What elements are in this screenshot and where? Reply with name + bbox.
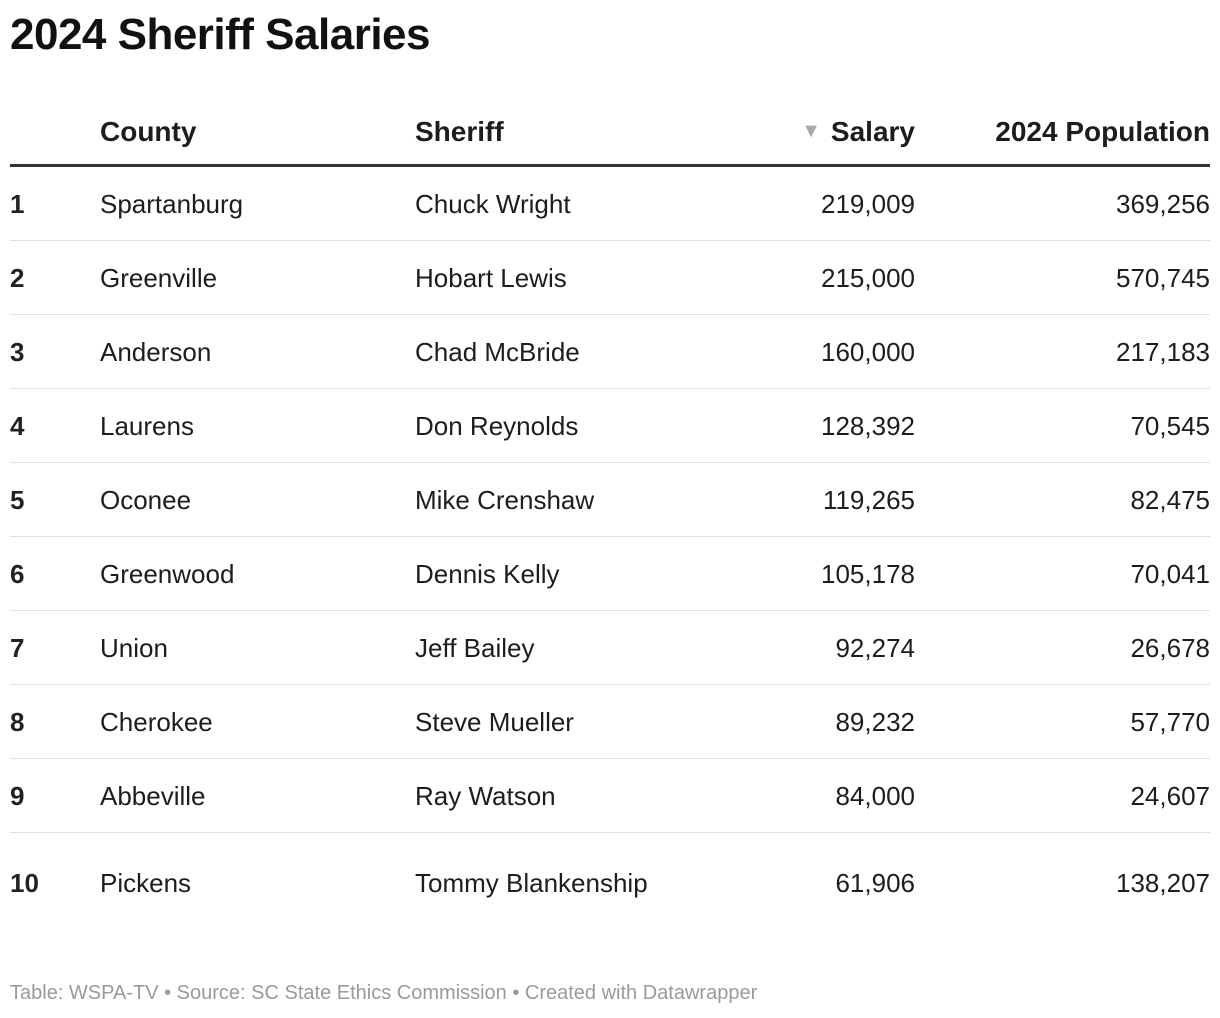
population-cell: 369,256: [915, 165, 1210, 241]
table-row: 9 Abbeville Ray Watson 84,000 24,607: [10, 758, 1210, 833]
header-salary[interactable]: ▼ Salary: [715, 100, 915, 167]
table-row: 2 Greenville Hobart Lewis 215,000 570,745: [10, 240, 1210, 315]
header-rank: [10, 100, 100, 167]
sheriff-cell: Chad McBride: [415, 314, 715, 389]
table-row: 8 Cherokee Steve Mueller 89,232 57,770: [10, 684, 1210, 759]
population-cell: 26,678: [915, 610, 1210, 685]
sheriff-cell: Steve Mueller: [415, 684, 715, 759]
table-row: 10 Pickens Tommy Blankenship 61,906 138,207: [10, 833, 1210, 934]
salary-cell: 84,000: [715, 758, 915, 833]
sheriff-cell: Mike Crenshaw: [415, 462, 715, 537]
population-cell: 217,183: [915, 314, 1210, 389]
header-county[interactable]: County: [100, 100, 415, 167]
county-cell: Spartanburg: [100, 165, 415, 241]
salary-cell: 61,906: [835, 868, 915, 898]
salary-cell: 105,178: [715, 536, 915, 611]
population-cell: 24,607: [915, 758, 1210, 833]
county-cell: Greenwood: [100, 536, 415, 611]
header-sheriff[interactable]: Sheriff: [415, 100, 715, 167]
sheriff-cell: Chuck Wright: [415, 165, 715, 241]
county-cell: Anderson: [100, 314, 415, 389]
salary-cell: 215,000: [715, 240, 915, 315]
sheriff-cell: Jeff Bailey: [415, 610, 715, 685]
salary-cell: 89,232: [715, 684, 915, 759]
sheriff-cell: Hobart Lewis: [415, 240, 715, 315]
county-cell: Pickens: [100, 868, 192, 898]
population-cell: 70,041: [915, 536, 1210, 611]
salary-cell: 92,274: [715, 610, 915, 685]
table-row: 7 Union Jeff Bailey 92,274 26,678: [10, 610, 1210, 685]
sheriff-cell: Dennis Kelly: [415, 536, 715, 611]
sheriff-cell: Don Reynolds: [415, 388, 715, 463]
population-cell: 570,745: [915, 240, 1210, 315]
footer-credits: Table: WSPA-TV • Source: SC State Ethics…: [10, 982, 758, 1004]
population-cell: 70,545: [915, 388, 1210, 463]
salary-cell: 160,000: [715, 314, 915, 389]
table-row: 3 Anderson Chad McBride 160,000 217,183: [10, 314, 1210, 389]
rank-cell: 5: [10, 462, 100, 537]
header-population[interactable]: 2024 Population: [915, 100, 1210, 167]
table-body: 1 Spartanburg Chuck Wright 219,009 369,256 2 G…: [10, 165, 1210, 934]
population-cell: 138,207: [1116, 868, 1210, 898]
table-row: 6 Greenwood Dennis Kelly 105,178 70,041: [10, 536, 1210, 611]
county-cell: Greenville: [100, 240, 415, 315]
rank-cell: 6: [10, 536, 100, 611]
population-cell: 82,475: [915, 462, 1210, 537]
salary-table: County Sheriff ▼ Salary 2024 Population 1…: [10, 100, 1210, 933]
rank-cell: 8: [10, 684, 100, 759]
table-row: 4 Laurens Don Reynolds 128,392 70,545: [10, 388, 1210, 463]
sheriff-cell: Tommy Blankenship: [415, 868, 648, 898]
rank-cell: 2: [10, 240, 100, 315]
salary-cell: 119,265: [715, 462, 915, 537]
table-header-row: County Sheriff ▼ Salary 2024 Population: [10, 100, 1210, 167]
rank-cell: 4: [10, 388, 100, 463]
table-row: 5 Oconee Mike Crenshaw 119,265 82,475: [10, 462, 1210, 537]
county-cell: Union: [100, 610, 415, 685]
salary-cell: 128,392: [715, 388, 915, 463]
county-cell: Abbeville: [100, 758, 415, 833]
county-cell: Oconee: [100, 462, 415, 537]
page-title: 2024 Sheriff Salaries: [10, 10, 430, 59]
rank-cell: 7: [10, 610, 100, 685]
rank-cell: 3: [10, 314, 100, 389]
salary-cell: 219,009: [715, 165, 915, 241]
population-cell: 57,770: [915, 684, 1210, 759]
rank-cell: 9: [10, 758, 100, 833]
county-cell: Laurens: [100, 388, 415, 463]
header-salary-label: Salary: [830, 116, 915, 147]
sort-descending-icon: ▼: [801, 120, 821, 143]
rank-cell: 10: [10, 868, 39, 898]
rank-cell: 1: [10, 165, 100, 241]
county-cell: Cherokee: [100, 684, 415, 759]
sheriff-cell: Ray Watson: [415, 758, 715, 833]
table-row: 1 Spartanburg Chuck Wright 219,009 369,256: [10, 165, 1210, 241]
